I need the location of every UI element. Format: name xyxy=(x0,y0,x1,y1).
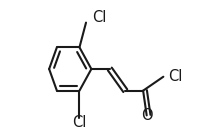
Text: Cl: Cl xyxy=(92,10,106,25)
Text: Cl: Cl xyxy=(72,115,87,130)
Text: Cl: Cl xyxy=(168,69,182,84)
Text: O: O xyxy=(141,108,153,123)
